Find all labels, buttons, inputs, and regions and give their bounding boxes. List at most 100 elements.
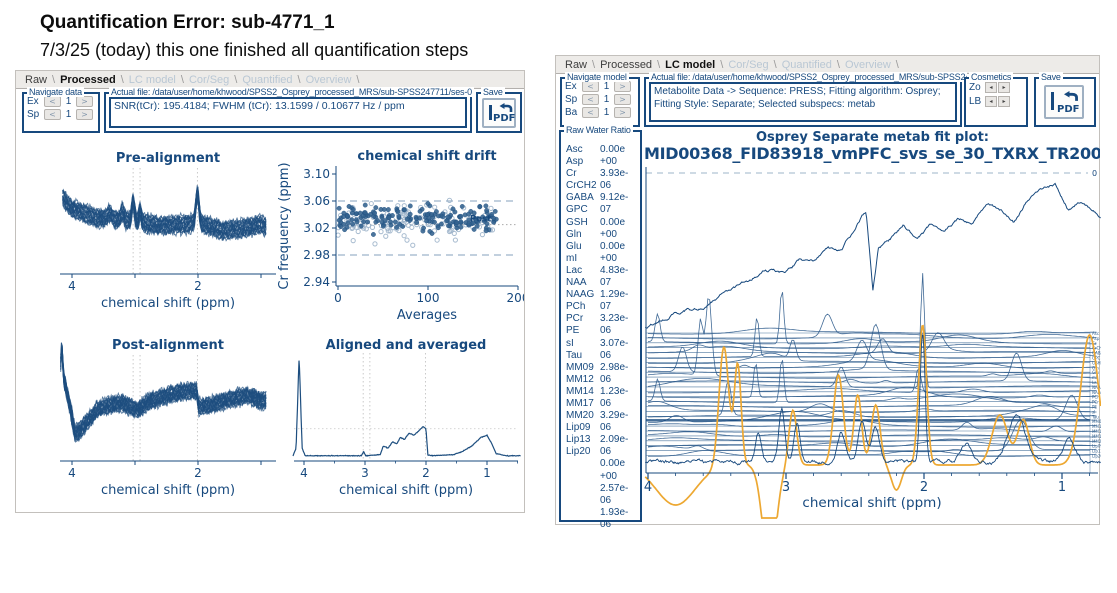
cosmetics-row-label: LB bbox=[969, 96, 982, 107]
prev-ex-button[interactable]: < bbox=[582, 81, 599, 92]
metabolite-value: 3.23e- bbox=[600, 313, 629, 325]
svg-text:4: 4 bbox=[68, 279, 76, 293]
metabolite-value-list[interactable]: 0.00e +00 3.93e- 06 9.12e- 07 0.00e +00 0.00e +00… bbox=[600, 144, 628, 531]
next-sp-button[interactable]: > bbox=[614, 94, 631, 105]
metabolite-value: +00 bbox=[600, 470, 617, 482]
save-pdf-button-right[interactable]: PDF bbox=[1044, 85, 1084, 119]
svg-text:Lip13: Lip13 bbox=[1092, 449, 1101, 454]
tab-cor-seg[interactable]: Cor/Seg bbox=[728, 58, 769, 71]
cosmetics-group: Cosmetics Zo ◂ ▸ LB ◂ ▸ bbox=[964, 72, 1028, 127]
tab-separator: \ bbox=[234, 73, 238, 86]
tab-bar-left: Raw \ Processed \ LC model \ Cor/Seg \ Quantifie… bbox=[16, 71, 524, 89]
tab-lc-model[interactable]: LC model bbox=[665, 58, 716, 71]
fit-plot-title: Osprey Separate metab fit plot: bbox=[756, 130, 989, 145]
pdf-button-label-right: PDF bbox=[1057, 104, 1080, 115]
metabolite-value: +00 bbox=[600, 252, 617, 264]
tab-separator: \ bbox=[720, 58, 724, 71]
pdf-button-label-left: PDF bbox=[493, 113, 516, 124]
metabolite-name: PCr bbox=[566, 313, 584, 325]
tab-separator: \ bbox=[657, 58, 661, 71]
cosmetics-rows: Zo ◂ ▸ LB ◂ ▸ bbox=[966, 82, 1026, 107]
tab-lc-model[interactable]: LC model bbox=[128, 73, 176, 86]
svg-text:Lip09: Lip09 bbox=[1092, 444, 1101, 449]
next-ex-button[interactable]: > bbox=[76, 96, 93, 107]
metabolite-name: Lip09 bbox=[566, 422, 591, 434]
tab-processed[interactable]: Processed bbox=[600, 58, 653, 71]
svg-text:chemical shift (ppm): chemical shift (ppm) bbox=[101, 483, 235, 498]
navigate-model-group: Navigate model Ex <1 > Sp <1 > Ba <1 > bbox=[560, 72, 640, 127]
tab-overview[interactable]: Overview bbox=[844, 58, 891, 71]
tab-overview[interactable]: Overview bbox=[305, 73, 352, 86]
navigate-row-ex: Ex <1 > bbox=[565, 81, 636, 92]
metabolite-value: +00 bbox=[600, 228, 617, 240]
tab-quantified[interactable]: Quantified bbox=[242, 73, 293, 86]
chemical-shift-drift-plot: Post 3.10 3.06 3.02 2.98 2.94 0 100 200 Averages C… bbox=[277, 149, 524, 323]
svg-text:3.02: 3.02 bbox=[303, 221, 330, 235]
metabolite-name: Tau bbox=[566, 349, 583, 361]
metabolite-value: 06 bbox=[600, 325, 612, 337]
metabolite-name: NAAG bbox=[566, 289, 595, 301]
svg-text:2: 2 bbox=[920, 480, 928, 495]
svg-text:CrCH2: CrCH2 bbox=[1092, 346, 1101, 351]
svg-text:MM20: MM20 bbox=[1092, 439, 1101, 444]
prev-ex-button[interactable]: < bbox=[44, 96, 61, 107]
snr-info-box: SNR(tCr): 195.4184; FWHM (tCr): 13.1599 … bbox=[109, 97, 467, 128]
svg-text:0: 0 bbox=[1092, 169, 1097, 178]
metabolite-value: 3.07e- bbox=[600, 337, 629, 349]
next-sp-button[interactable]: > bbox=[76, 109, 93, 120]
metabolite-value: 2.57e- bbox=[600, 482, 629, 494]
next-ba-button[interactable]: > bbox=[614, 107, 631, 118]
next-ex-button[interactable]: > bbox=[614, 81, 631, 92]
metabolite-name: PE bbox=[566, 325, 580, 337]
page-title: Quantification Error: sub-4771_1 bbox=[40, 12, 335, 33]
svg-text:200: 200 bbox=[507, 291, 524, 305]
navigate-row-label: Ex bbox=[565, 81, 577, 92]
pdf-curved-arrow-icon bbox=[499, 103, 513, 112]
raw-water-ratio-group[interactable]: Raw Water Ratio Asc Asp Cr CrCH2 GABA GPC GSH G… bbox=[559, 125, 642, 530]
save-pdf-button-left[interactable]: PDF bbox=[482, 98, 516, 128]
metabolite-value: 06 bbox=[600, 494, 612, 506]
tab-quantified[interactable]: Quantified bbox=[781, 58, 832, 71]
metabolite-name: CrCH2 bbox=[566, 180, 597, 192]
prev-ba-button[interactable]: < bbox=[582, 107, 599, 118]
metabolite-value: 9.12e- bbox=[600, 192, 629, 204]
svg-text:GPC: GPC bbox=[1092, 356, 1101, 361]
prev-sp-button[interactable]: < bbox=[44, 109, 61, 120]
tab-raw[interactable]: Raw bbox=[25, 73, 48, 86]
metabolite-name: GABA bbox=[566, 192, 594, 204]
tab-processed[interactable]: Processed bbox=[60, 73, 116, 86]
svg-text:GABA: GABA bbox=[1092, 351, 1101, 356]
osprey-fit-plot: 0AscAspCrCrCH2GABAGPCGSHGlnGlumILacNAANA… bbox=[644, 167, 1101, 519]
metabolite-value: 0.00e bbox=[600, 144, 626, 155]
metabolite-name: GSH bbox=[566, 216, 588, 228]
lb-decrease-button[interactable]: ◂ bbox=[985, 96, 997, 107]
snr-info-text: SNR(tCr): 195.4184; FWHM (tCr): 13.1599 … bbox=[114, 100, 405, 112]
metabolite-value: 4.83e- bbox=[600, 264, 629, 276]
svg-text:Cr frequency (ppm): Cr frequency (ppm) bbox=[277, 162, 292, 289]
svg-text:chemical shift drift: chemical shift drift bbox=[357, 149, 496, 164]
svg-text:MM12: MM12 bbox=[1092, 424, 1101, 429]
lb-increase-button[interactable]: ▸ bbox=[998, 96, 1010, 107]
tab-cor-seg[interactable]: Cor/Seg bbox=[188, 73, 230, 86]
metabolite-name-list[interactable]: Asc Asp Cr CrCH2 GABA GPC GSH Gln Glu mI Lac NAA NAA… bbox=[566, 144, 597, 458]
metabolite-value: 1.29e- bbox=[600, 289, 629, 301]
zo-decrease-button[interactable]: ◂ bbox=[985, 82, 997, 93]
svg-text:2: 2 bbox=[194, 466, 202, 480]
zo-increase-button[interactable]: ▸ bbox=[998, 82, 1010, 93]
navigate-value: 1 bbox=[65, 96, 72, 107]
metabolite-value: 07 bbox=[600, 301, 612, 313]
metabolite-value: 3.93e- bbox=[600, 168, 629, 180]
tab-separator: \ bbox=[773, 58, 777, 71]
tab-raw[interactable]: Raw bbox=[565, 58, 588, 71]
svg-text:2: 2 bbox=[194, 279, 202, 293]
svg-text:Asc: Asc bbox=[1092, 331, 1099, 336]
tab-separator: \ bbox=[297, 73, 301, 86]
svg-text:PCh: PCh bbox=[1092, 395, 1100, 400]
metabolite-value: 06 bbox=[600, 422, 612, 434]
svg-text:3.06: 3.06 bbox=[303, 194, 330, 208]
metabolite-info-box: Metabolite Data -> Sequence: PRESS; Fitt… bbox=[649, 82, 957, 122]
prev-sp-button[interactable]: < bbox=[582, 94, 599, 105]
metabolite-value: 06 bbox=[600, 397, 612, 409]
metabolite-value: 06 bbox=[600, 349, 612, 361]
svg-text:2.94: 2.94 bbox=[303, 275, 330, 289]
